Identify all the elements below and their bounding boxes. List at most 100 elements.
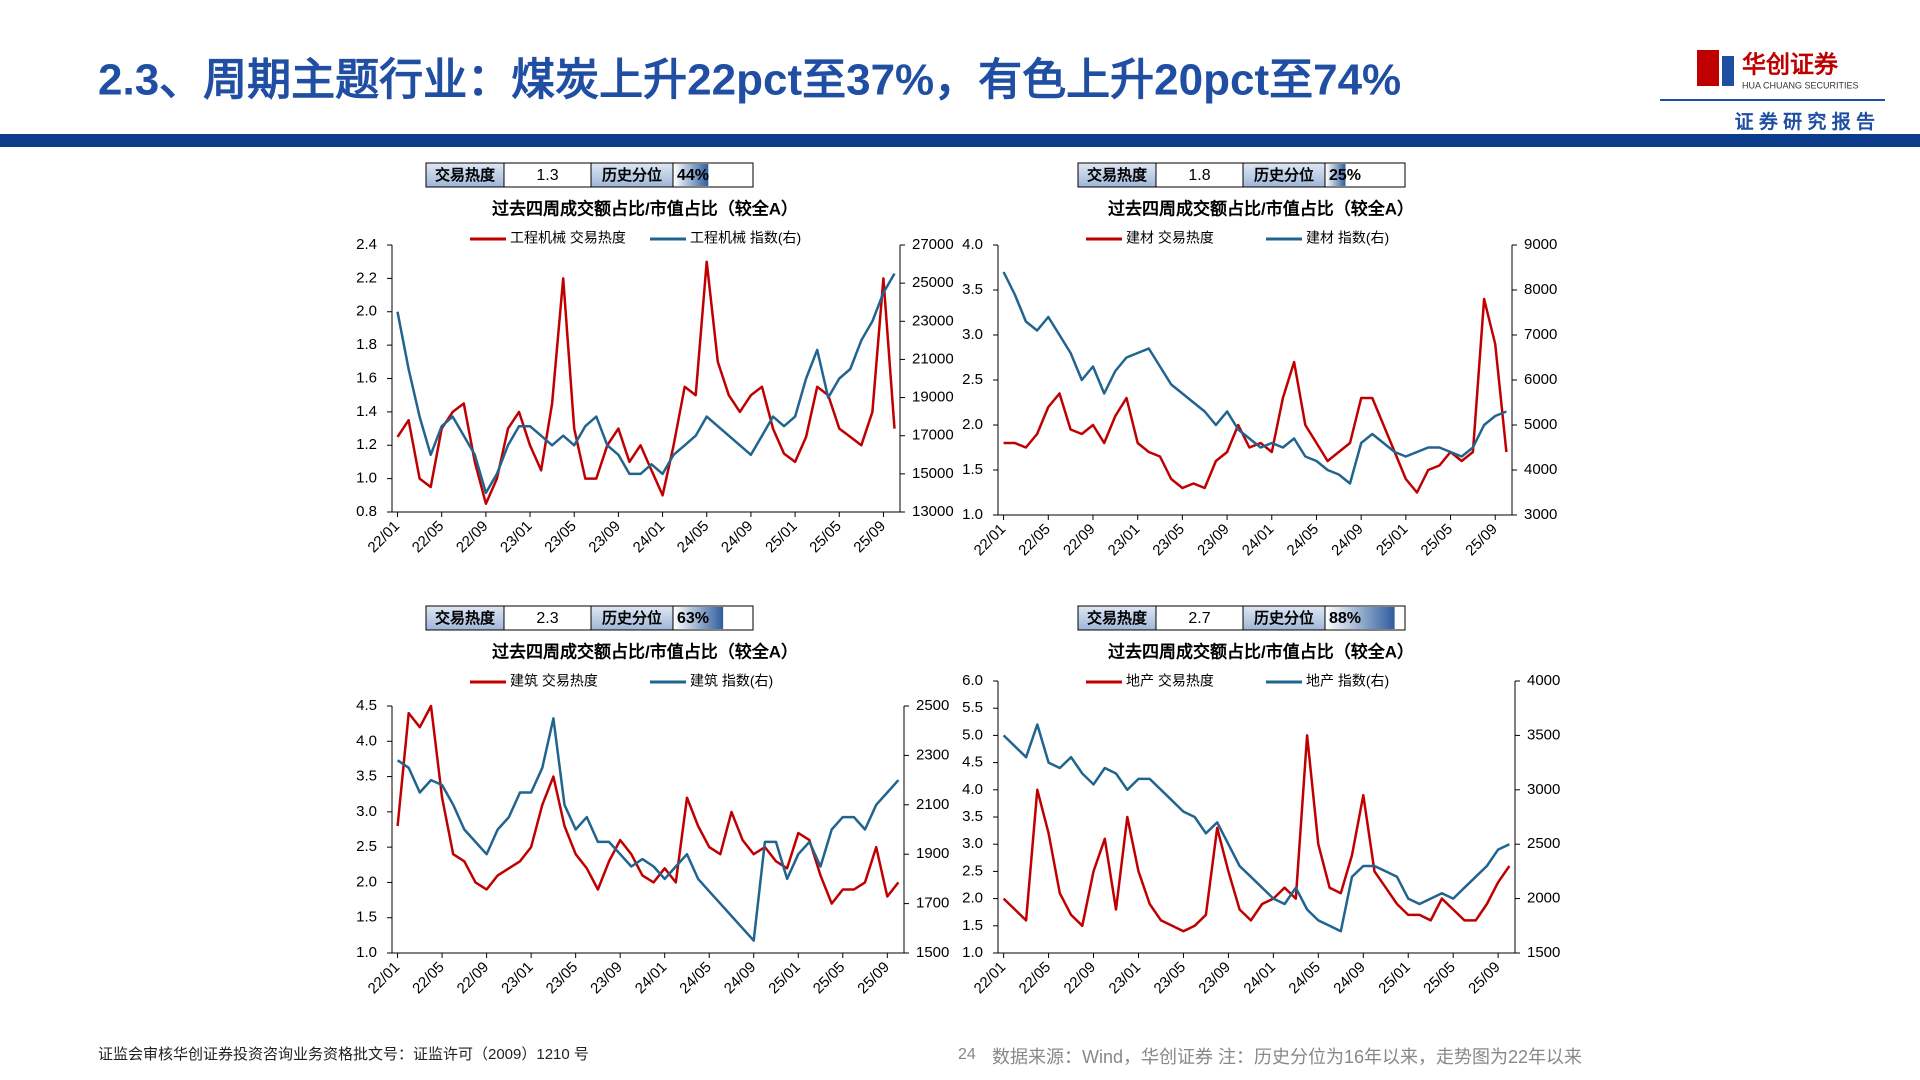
license: 证监会审核华创证券投资咨询业务资格批文号：证监许可（2009）1210 号 — [98, 1046, 589, 1063]
x-tick-label: 22/01 — [365, 518, 404, 557]
x-tick-label: 23/05 — [1149, 521, 1188, 560]
x-tick-label: 23/09 — [587, 959, 626, 998]
heat-value: 2.3 — [536, 610, 558, 627]
stat-label: 交易热度 — [435, 166, 496, 184]
y2-tick-label: 3500 — [1527, 726, 1560, 743]
y-tick-label: 2.0 — [356, 303, 377, 320]
y2-tick-label: 3000 — [1524, 506, 1557, 523]
stat-cell — [503, 605, 592, 631]
x-tick-label: 24/09 — [1328, 521, 1367, 560]
series-line — [396, 272, 896, 495]
y-tick-label: 1.8 — [356, 336, 377, 353]
x-tick-label: 24/01 — [1239, 521, 1278, 560]
series-line — [396, 704, 900, 905]
x-tick-label: 22/05 — [409, 518, 448, 557]
x-tick-label: 22/05 — [1016, 959, 1055, 998]
x-tick-label: 24/05 — [1285, 959, 1324, 998]
heat-value: 2.7 — [1188, 610, 1210, 627]
x-tick-label: 22/01 — [971, 521, 1010, 560]
legend-label: 建材 指数(右) — [1306, 230, 1389, 246]
y-tick-label: 3.0 — [962, 835, 983, 852]
y2-tick-label: 1700 — [916, 895, 949, 912]
y-tick-label: 1.0 — [356, 944, 377, 961]
y2-tick-label: 6000 — [1524, 371, 1557, 388]
y2-tick-label: 2500 — [916, 697, 949, 714]
y-tick-label: 2.2 — [356, 269, 377, 286]
series-line — [396, 717, 900, 942]
y-tick-label: 6.0 — [962, 672, 983, 689]
y-tick-label: 3.5 — [356, 768, 377, 785]
y-tick-label: 3.0 — [356, 803, 377, 820]
percentile-label: 63% — [677, 610, 709, 627]
x-tick-label: 25/09 — [1462, 521, 1501, 560]
y-tick-label: 1.5 — [962, 461, 983, 478]
x-tick-label: 23/09 — [1194, 521, 1233, 560]
y2-tick-label: 25000 — [912, 274, 954, 291]
y-tick-label: 4.0 — [356, 732, 377, 749]
x-tick-label: 24/09 — [1330, 959, 1369, 998]
logo-name: 华创证券 — [1742, 50, 1839, 78]
y-tick-label: 1.0 — [962, 506, 983, 523]
percentile-bar — [1326, 607, 1395, 629]
y2-tick-label: 2500 — [1527, 835, 1560, 852]
x-tick-label: 22/09 — [454, 959, 493, 998]
logo-icon — [1722, 56, 1734, 86]
legend-label: 地产 交易热度 — [1126, 673, 1214, 689]
y-tick-label: 3.5 — [962, 281, 983, 298]
series-line — [1003, 297, 1508, 494]
x-tick-label: 22/01 — [971, 959, 1010, 998]
y2-tick-label: 1500 — [916, 944, 949, 961]
y2-tick-label: 2100 — [916, 796, 949, 813]
x-tick-label: 22/05 — [409, 959, 448, 998]
stat-cell — [590, 605, 674, 631]
y2-tick-label: 5000 — [1524, 416, 1557, 433]
y-tick-label: 4.0 — [962, 781, 983, 798]
legend-label: 地产 指数(右) — [1306, 673, 1389, 689]
y2-tick-label: 4000 — [1527, 672, 1560, 689]
page-number: 24 — [958, 1046, 976, 1063]
legend-label: 工程机械 指数(右) — [690, 230, 801, 246]
series-line — [1002, 723, 1510, 933]
x-tick-label: 22/05 — [1015, 521, 1054, 560]
y-tick-label: 2.5 — [356, 838, 377, 855]
legend-label: 工程机械 交易热度 — [510, 230, 626, 246]
x-tick-label: 24/01 — [630, 518, 669, 557]
y2-tick-label: 21000 — [912, 350, 954, 367]
y2-tick-label: 19000 — [912, 389, 954, 406]
x-tick-label: 25/05 — [810, 959, 849, 998]
source-note: 数据来源：Wind，华创证券 注：历史分位为16年以来，走势图为22年以来 — [992, 1047, 1582, 1067]
y-tick-label: 1.5 — [962, 917, 983, 934]
stat-label: 交易热度 — [1087, 609, 1148, 627]
x-tick-label: 24/01 — [632, 959, 671, 998]
chart-title: 过去四周成交额占比/市值占比（较全A） — [1108, 198, 1414, 218]
y2-tick-label: 15000 — [912, 465, 954, 482]
x-tick-label: 24/05 — [674, 518, 713, 557]
y-tick-label: 2.0 — [962, 416, 983, 433]
legend-label: 建筑 指数(右) — [690, 673, 773, 689]
heat-value: 1.8 — [1188, 167, 1210, 184]
stat-label: 历史分位 — [602, 609, 662, 627]
y2-tick-label: 9000 — [1524, 236, 1557, 253]
x-tick-label: 24/05 — [676, 959, 715, 998]
y-tick-label: 0.8 — [356, 503, 377, 520]
stat-cell — [1155, 605, 1244, 631]
x-tick-label: 24/01 — [1240, 959, 1279, 998]
title-bar — [0, 134, 1920, 147]
x-tick-label: 25/01 — [765, 959, 804, 998]
chart-title: 过去四周成交额占比/市值占比（较全A） — [1108, 641, 1414, 661]
stat-cell — [1155, 162, 1244, 188]
x-tick-label: 24/09 — [721, 959, 760, 998]
y-tick-label: 2.5 — [962, 862, 983, 879]
y2-tick-label: 17000 — [912, 427, 954, 444]
x-tick-label: 25/01 — [1375, 959, 1414, 998]
stat-label: 交易热度 — [1087, 166, 1148, 184]
x-tick-label: 22/09 — [453, 518, 492, 557]
logo-sub: HUA CHUANG SECURITIES — [1742, 80, 1859, 90]
x-tick-label: 25/05 — [806, 518, 845, 557]
y-tick-label: 3.5 — [962, 808, 983, 825]
legend-label: 建筑 交易热度 — [510, 673, 598, 689]
stat-cell — [1242, 162, 1326, 188]
x-tick-label: 22/09 — [1060, 521, 1099, 560]
percentile-label: 25% — [1329, 167, 1361, 184]
